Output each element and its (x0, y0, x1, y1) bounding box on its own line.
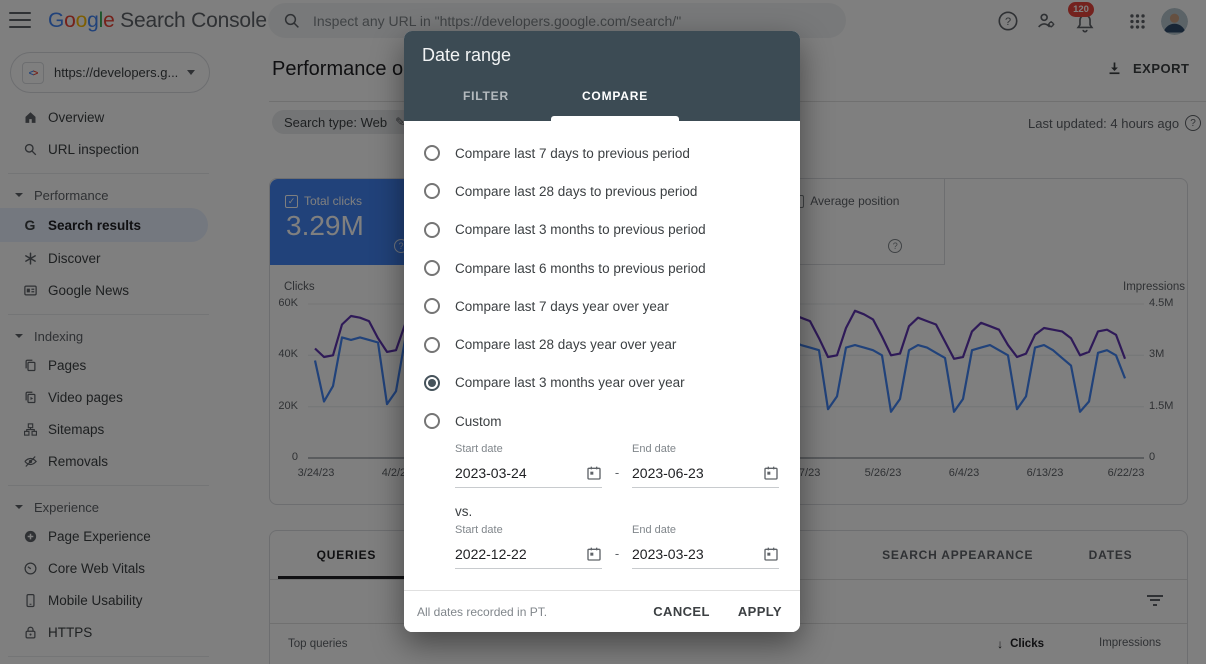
apply-button[interactable]: APPLY (737, 604, 782, 619)
radio-icon[interactable] (424, 183, 440, 200)
start-date-label: Start date (455, 524, 503, 537)
timezone-note: All dates recorded in PT. (417, 604, 548, 619)
compare-option[interactable]: Compare last 28 days year over year (404, 325, 800, 363)
start-date-input[interactable]: 2023-03-24 (455, 459, 602, 489)
custom-date-fields: Start date 2023-03-24 - End date 2023-06… (404, 440, 800, 570)
start-date-label: Start date (455, 443, 503, 456)
compare-start-date-input[interactable]: 2022-12-22 (455, 540, 602, 570)
dialog-header: Date range FILTER COMPARE (404, 31, 800, 121)
vs-label: vs. (455, 504, 473, 520)
compare-option[interactable]: Compare last 28 days to previous period (404, 172, 800, 210)
compare-option[interactable]: Compare last 3 months to previous period (404, 211, 800, 249)
dialog-body: Compare last 7 days to previous period C… (404, 121, 800, 591)
compare-option-selected[interactable]: Compare last 3 months year over year (404, 364, 800, 402)
compare-option[interactable]: Compare last 7 days year over year (404, 287, 800, 325)
date-range-dialog: Date range FILTER COMPARE Compare last 7… (404, 31, 800, 632)
dialog-footer: All dates recorded in PT. CANCEL APPLY (404, 590, 800, 632)
radio-icon[interactable] (424, 260, 440, 277)
radio-icon[interactable] (424, 221, 440, 238)
calendar-icon[interactable] (586, 546, 602, 562)
compare-end-date-input[interactable]: 2023-03-23 (632, 540, 779, 570)
radio-icon[interactable] (424, 298, 440, 315)
radio-icon[interactable] (424, 413, 440, 430)
calendar-icon[interactable] (763, 465, 779, 481)
compare-option[interactable]: Compare last 7 days to previous period (404, 134, 800, 172)
calendar-icon[interactable] (763, 546, 779, 562)
end-date-label: End date (632, 443, 677, 456)
range-separator: - (614, 465, 620, 481)
dialog-tab-filter[interactable]: FILTER (463, 89, 509, 103)
active-tab-indicator (551, 116, 679, 121)
range-separator: - (614, 546, 620, 562)
compare-option[interactable]: Compare last 6 months to previous period (404, 249, 800, 287)
cancel-button[interactable]: CANCEL (653, 604, 710, 619)
end-date-input[interactable]: 2023-06-23 (632, 459, 779, 489)
calendar-icon[interactable] (586, 465, 602, 481)
dialog-title: Date range (422, 45, 512, 65)
end-date-label: End date (632, 524, 677, 537)
radio-checked-icon[interactable] (424, 374, 440, 391)
dialog-tab-compare[interactable]: COMPARE (581, 89, 649, 103)
radio-icon[interactable] (424, 145, 440, 162)
radio-icon[interactable] (424, 336, 440, 353)
compare-option-custom[interactable]: Custom (404, 402, 800, 440)
